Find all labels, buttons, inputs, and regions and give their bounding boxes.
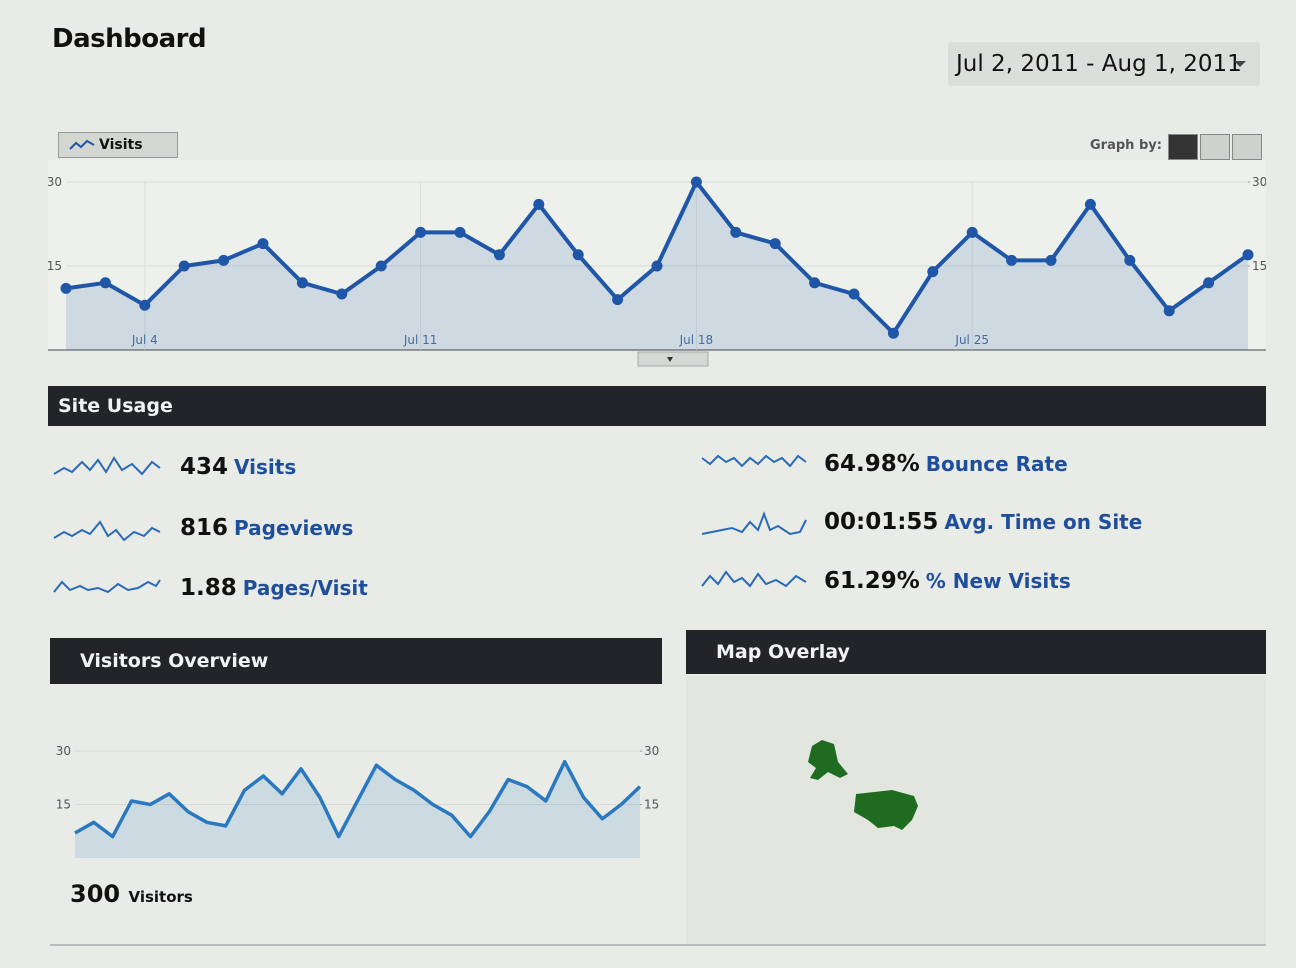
metric-icon bbox=[69, 139, 95, 150]
metric-label[interactable]: Visits bbox=[234, 455, 297, 479]
x-tick-label: Jul 25 bbox=[954, 333, 989, 347]
metric-label[interactable]: Bounce Rate bbox=[925, 452, 1068, 476]
usa bbox=[854, 790, 918, 830]
point bbox=[454, 226, 466, 238]
site-usage-header: Site Usage bbox=[48, 386, 1266, 426]
point bbox=[809, 277, 821, 289]
y2-tick-label: 30 bbox=[644, 744, 659, 758]
point bbox=[572, 249, 584, 261]
point bbox=[533, 198, 545, 210]
point bbox=[493, 249, 505, 261]
point bbox=[336, 288, 348, 300]
sparkline bbox=[701, 570, 807, 588]
sparkline bbox=[53, 456, 161, 476]
metric-value: 1.88 bbox=[180, 575, 237, 601]
sparkline bbox=[53, 520, 161, 542]
y-tick-label: 30 bbox=[56, 744, 71, 758]
plot-background bbox=[48, 160, 1266, 350]
page-title: Dashboard bbox=[52, 24, 207, 54]
visitors-chart: 15 30 15 30 bbox=[56, 744, 659, 858]
graph-by-label: Graph by: bbox=[1090, 138, 1162, 153]
metric: 1.88 Pages/Visit bbox=[180, 575, 368, 601]
point bbox=[651, 260, 663, 272]
metric: 64.98% Bounce Rate bbox=[824, 451, 1068, 477]
metric-value: 64.98% bbox=[824, 451, 920, 477]
visitors-total-label: Visitors bbox=[128, 888, 193, 906]
visitors-overview-header: Visitors Overview bbox=[50, 638, 662, 684]
point bbox=[296, 277, 308, 289]
y-tick-label: 30 bbox=[48, 175, 62, 189]
map-background bbox=[686, 676, 1266, 946]
metric: 816 Pageviews bbox=[180, 515, 353, 541]
alaska bbox=[808, 740, 848, 780]
point bbox=[848, 288, 860, 300]
point bbox=[1006, 254, 1018, 266]
graph-by-week[interactable] bbox=[1200, 134, 1230, 160]
metric-value: 00:01:55 bbox=[824, 509, 939, 535]
visitors-total-row: 300 Visitors bbox=[70, 880, 193, 908]
point bbox=[612, 294, 624, 306]
x-tick-label: Jul 4 bbox=[131, 333, 158, 347]
y-tick-label: 15 bbox=[56, 798, 71, 812]
metric: 00:01:55 Avg. Time on Site bbox=[824, 509, 1142, 535]
graph-by-month[interactable] bbox=[1232, 134, 1262, 160]
point bbox=[178, 260, 190, 272]
metric-label: Visits bbox=[99, 137, 143, 153]
divider bbox=[50, 944, 1266, 946]
point bbox=[966, 226, 978, 238]
expand-arrow bbox=[667, 357, 673, 362]
date-range-picker[interactable]: Jul 2, 2011 - Aug 1, 2011 bbox=[948, 42, 1260, 86]
graph-by-day[interactable] bbox=[1168, 134, 1198, 160]
point bbox=[769, 238, 781, 250]
point bbox=[60, 282, 72, 294]
main-chart: 15 30 15 30 Jul 4 Jul 11 Jul 18 Jul 25 bbox=[48, 160, 1266, 367]
y2-tick-label: 15 bbox=[644, 798, 659, 812]
visitors-total: 300 bbox=[70, 880, 121, 908]
expand-tab[interactable] bbox=[637, 351, 709, 367]
metric-label[interactable]: Avg. Time on Site bbox=[944, 510, 1143, 534]
point bbox=[1242, 249, 1254, 261]
date-range: Jul 2, 2011 - Aug 1, 2011 bbox=[956, 51, 1242, 77]
y-tick-label: 15 bbox=[48, 259, 62, 273]
point bbox=[927, 266, 939, 278]
sparkline bbox=[701, 511, 807, 536]
y2-tick-label: 15 bbox=[1252, 259, 1266, 273]
point bbox=[1084, 198, 1096, 210]
point bbox=[1203, 277, 1215, 289]
map bbox=[686, 676, 1266, 946]
point bbox=[218, 254, 230, 266]
point bbox=[730, 226, 742, 238]
point bbox=[1163, 305, 1175, 317]
y2-tick-label: 30 bbox=[1252, 175, 1266, 189]
sparkline bbox=[701, 454, 807, 468]
point bbox=[139, 299, 151, 311]
area bbox=[75, 761, 640, 858]
point bbox=[690, 176, 702, 188]
metric-value: 434 bbox=[180, 454, 229, 480]
metric: 434 Visits bbox=[180, 454, 296, 480]
point bbox=[887, 327, 899, 339]
point bbox=[1124, 254, 1136, 266]
metric-value: 61.29% bbox=[824, 568, 920, 594]
map-overlay-header: Map Overlay bbox=[686, 630, 1266, 674]
point bbox=[415, 226, 427, 238]
sparklines-right bbox=[701, 454, 807, 588]
metric-label[interactable]: Pageviews bbox=[234, 516, 354, 540]
point bbox=[99, 277, 111, 289]
metric-label[interactable]: % New Visits bbox=[925, 569, 1071, 593]
metric-value: 816 bbox=[180, 515, 229, 541]
metric: 61.29%% New Visits bbox=[824, 568, 1071, 594]
metric-selector[interactable]: Visits bbox=[58, 132, 178, 158]
sparkline bbox=[53, 579, 161, 594]
sparklines-left bbox=[53, 456, 161, 594]
x-tick-label: Jul 11 bbox=[403, 333, 438, 347]
line bbox=[74, 759, 642, 839]
metric-label[interactable]: Pages/Visit bbox=[242, 576, 368, 600]
point bbox=[1045, 254, 1057, 266]
x-tick-label: Jul 18 bbox=[679, 333, 714, 347]
point bbox=[257, 238, 269, 250]
point bbox=[375, 260, 387, 272]
